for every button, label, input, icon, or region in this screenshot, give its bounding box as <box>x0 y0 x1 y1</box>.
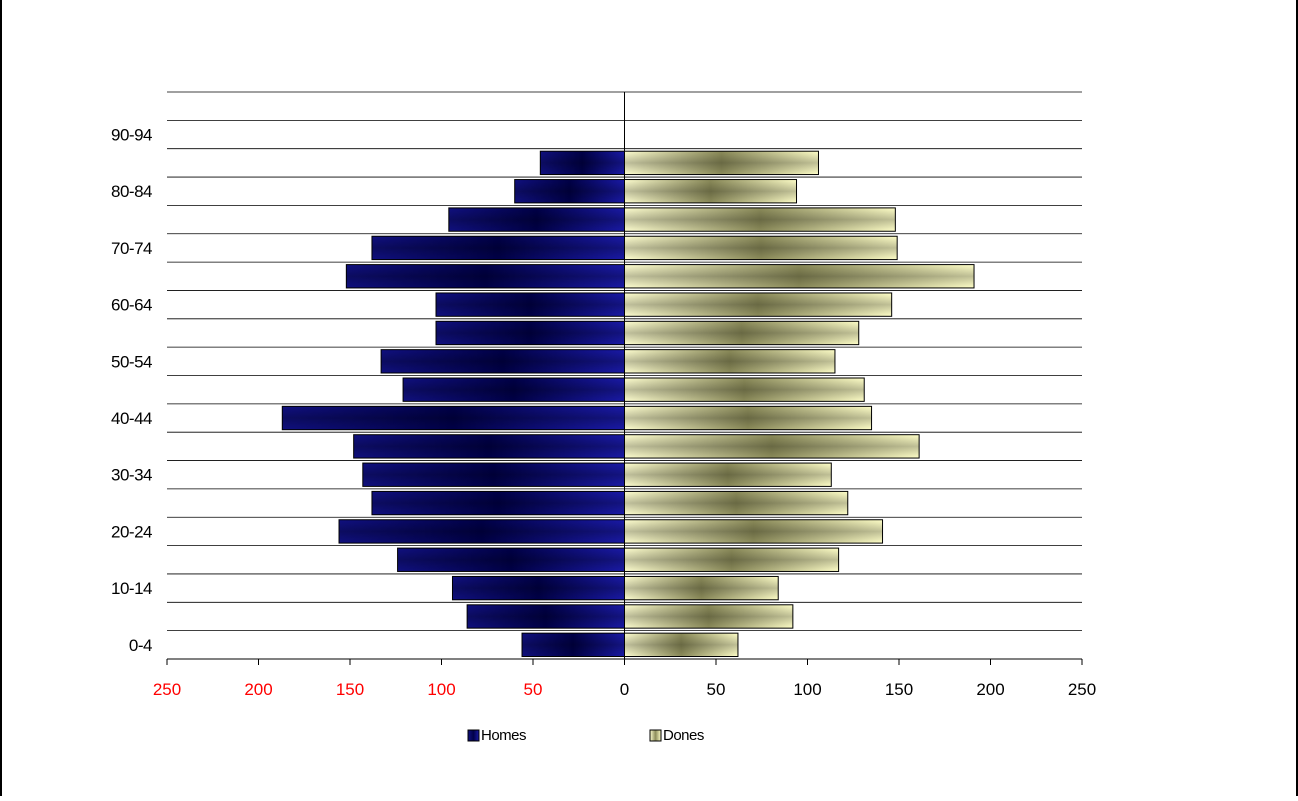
bar-shade <box>514 179 625 203</box>
bar-shade <box>624 179 797 203</box>
y-tick-label: 0-4 <box>129 636 152 655</box>
y-tick-label: 80-84 <box>111 182 152 201</box>
x-tick-label: 250 <box>1068 680 1096 699</box>
y-tick-label: 60-64 <box>111 296 152 315</box>
bar-shade <box>397 548 625 572</box>
bar-shade <box>624 491 848 515</box>
x-tick-label: 200 <box>244 680 272 699</box>
x-axis-labels: 250 200 150 100 50 0 50 100 150 200 250 <box>153 680 1096 699</box>
bar-shade <box>371 236 625 260</box>
y-axis-labels: 0-4 10-14 20-24 30-34 40-44 50-54 60-64 70-74 80… <box>111 126 153 655</box>
bar-shade <box>624 576 779 600</box>
legend-swatch <box>467 729 480 742</box>
bar-shade <box>624 633 738 657</box>
y-tick-label: 50-54 <box>111 352 152 371</box>
bar-shade <box>624 519 883 544</box>
bar-shade <box>624 434 920 459</box>
bar-shade <box>346 264 625 288</box>
y-tick-label: 20-24 <box>111 522 152 541</box>
bar-shade <box>381 349 625 373</box>
bar-shade <box>282 406 625 430</box>
bar-shade <box>436 292 625 317</box>
bar-shade <box>624 264 975 288</box>
y-tick-label: 70-74 <box>111 239 152 258</box>
legend: Homes Dones <box>467 727 704 744</box>
bar-shade <box>339 519 625 544</box>
x-tick-label: 50 <box>707 680 726 699</box>
bars <box>281 150 975 658</box>
bar-shade <box>371 491 625 515</box>
x-tick-label: 0 <box>620 680 629 699</box>
bar-shade <box>540 151 625 175</box>
bar-shade <box>353 434 625 459</box>
legend-label: Dones <box>663 727 704 744</box>
bar-shade <box>448 207 625 232</box>
bar-shade <box>624 406 872 430</box>
legend-swatch <box>649 729 662 742</box>
bar-shade <box>624 292 892 317</box>
x-tick-label: 150 <box>336 680 364 699</box>
x-tick-label: 100 <box>427 680 455 699</box>
y-tick-label: 40-44 <box>111 409 152 428</box>
bar-shade <box>403 378 625 402</box>
bar-shade <box>436 321 625 345</box>
bar-shade <box>624 207 896 232</box>
bar-shade <box>624 378 865 402</box>
bar-shade <box>624 236 898 260</box>
y-tick-label: 90-94 <box>111 126 152 145</box>
bar-shade <box>467 604 625 629</box>
x-tick-label: 150 <box>885 680 913 699</box>
x-tick-label: 100 <box>793 680 821 699</box>
bar-shade <box>624 604 793 629</box>
bar-shade <box>362 463 625 487</box>
x-tick-label: 50 <box>524 680 543 699</box>
bar-shade <box>624 548 839 572</box>
bar-shade <box>624 349 835 373</box>
bar-shade <box>522 633 625 657</box>
y-tick-label: 10-14 <box>111 579 152 598</box>
bar-shade <box>452 576 625 600</box>
bar-shade <box>624 321 859 345</box>
x-tick-label: 200 <box>976 680 1004 699</box>
bar-shade <box>624 151 819 175</box>
bar-shade <box>624 463 832 487</box>
legend-label: Homes <box>481 727 526 744</box>
axes <box>166 92 1083 665</box>
x-tick-label: 250 <box>153 680 181 699</box>
y-tick-label: 30-34 <box>111 466 152 485</box>
